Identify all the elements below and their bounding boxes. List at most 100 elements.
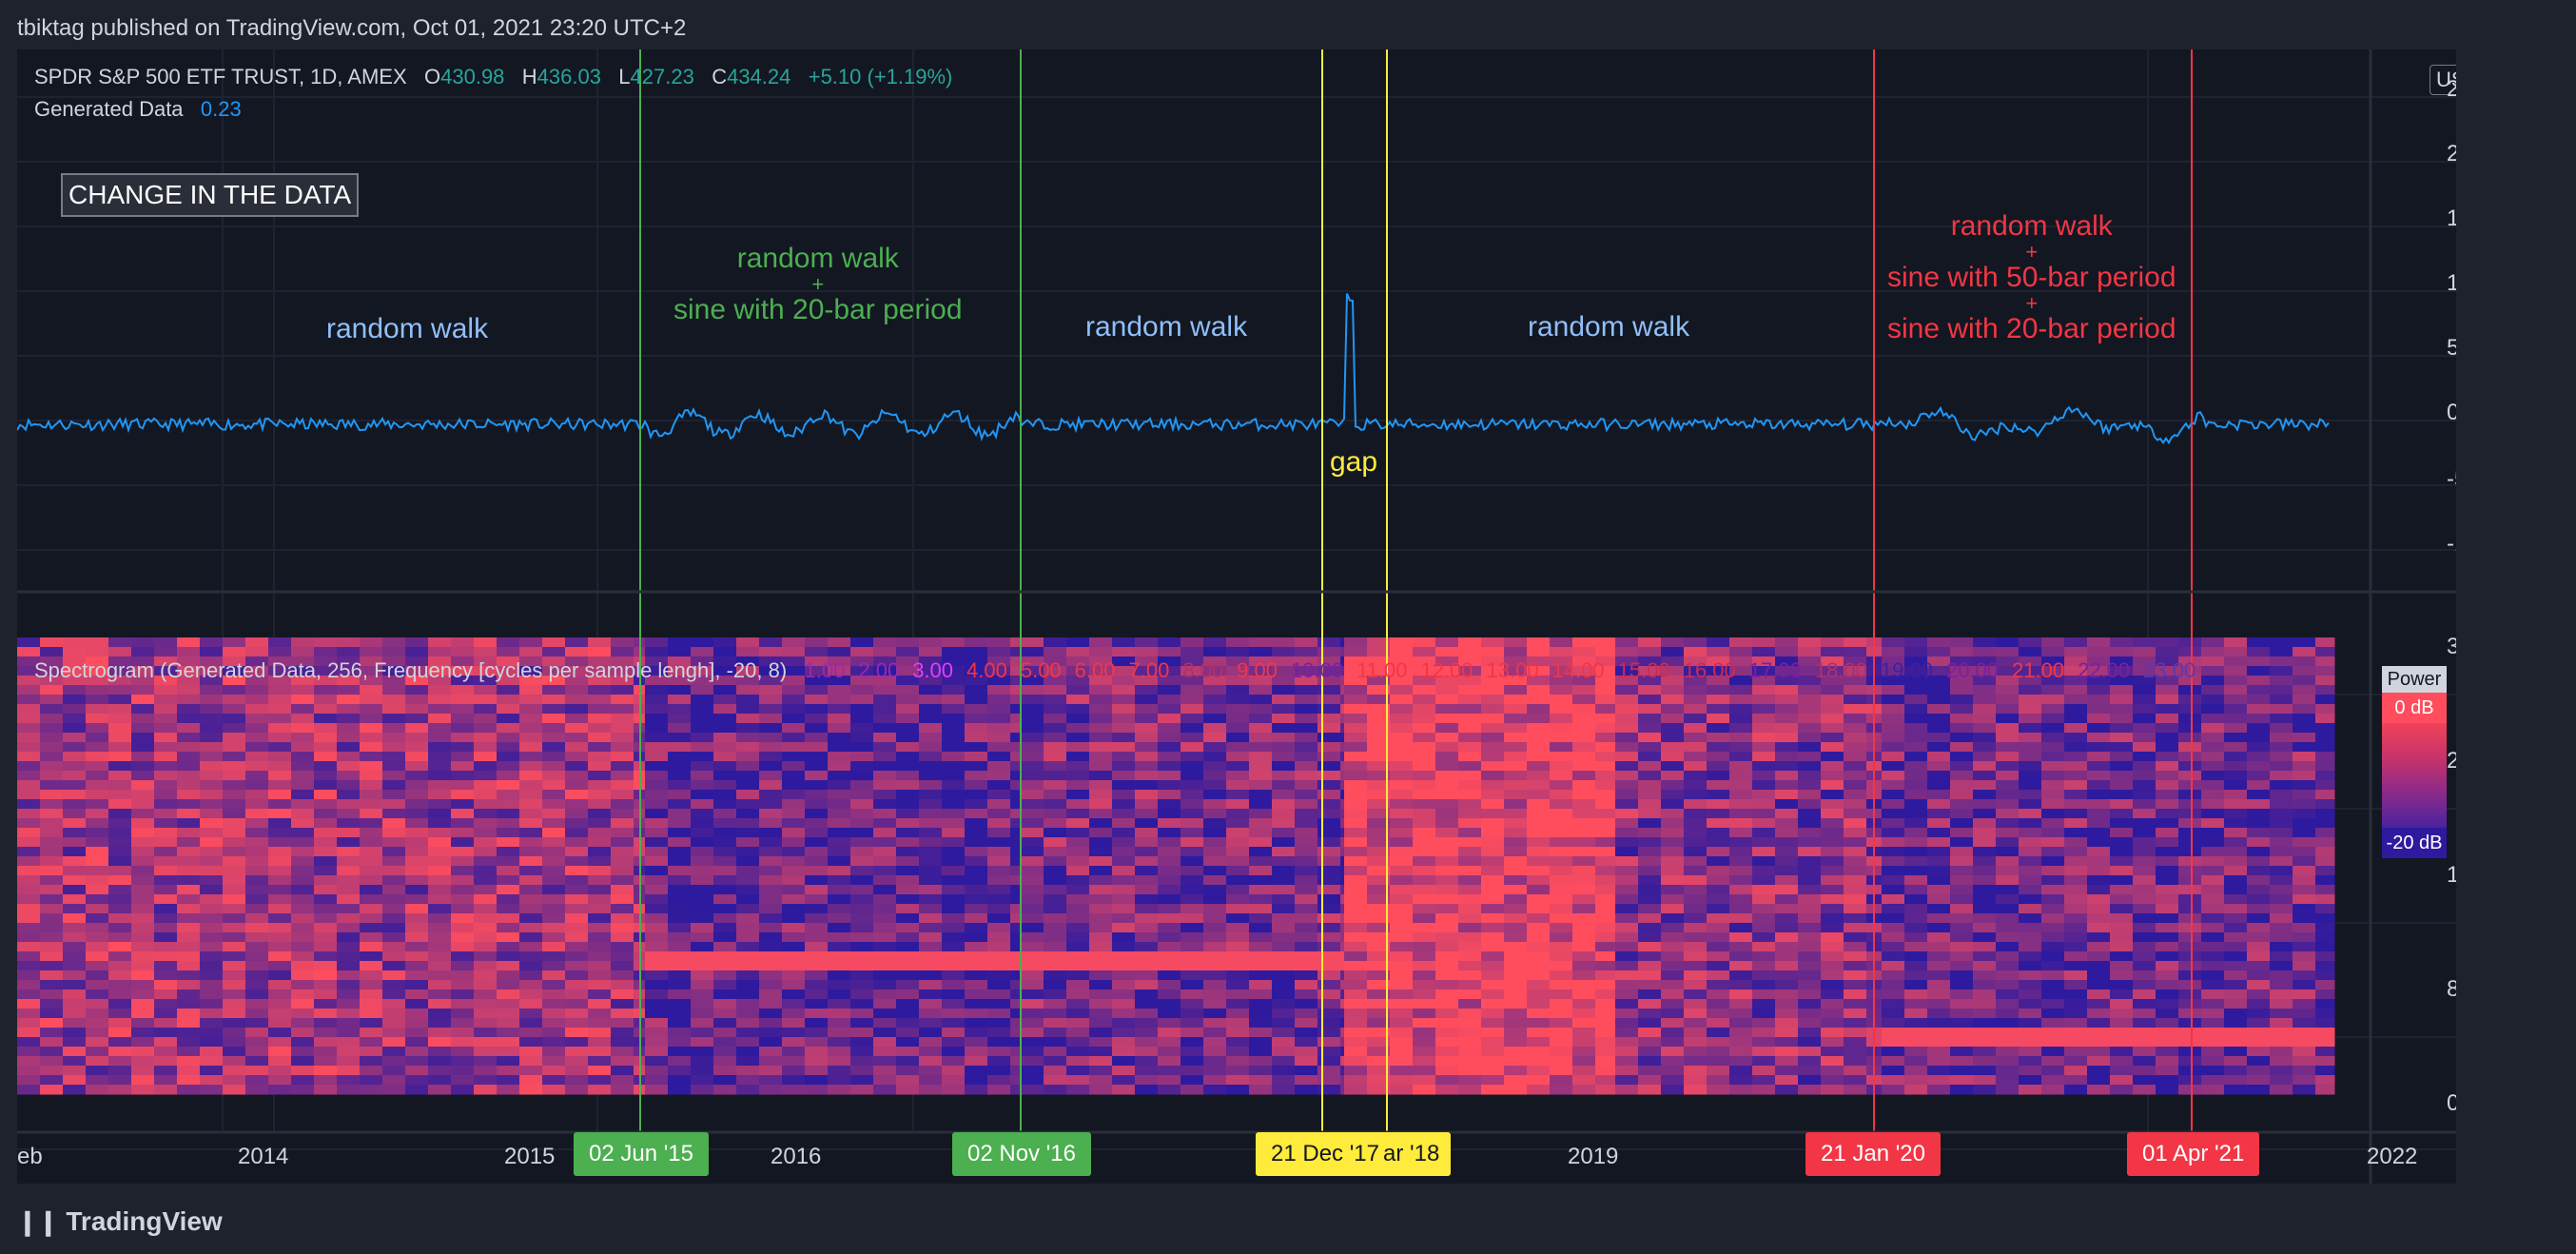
spectrogram-cell <box>1572 1085 1596 1095</box>
spectrogram-cell <box>1904 847 1928 857</box>
spectrogram-cell <box>1821 1066 1844 1076</box>
spectrogram-cell <box>2064 856 2088 867</box>
spectrogram-cell <box>1249 1066 1273 1076</box>
spectrogram-cell <box>1550 999 1573 1009</box>
spectrogram-cell <box>565 856 589 867</box>
spectrogram-cell <box>245 1047 269 1057</box>
spectrogram-cell <box>1775 695 1799 705</box>
spectrogram-cell <box>519 866 543 876</box>
spectrogram-cell <box>63 875 87 886</box>
spectrogram-cell <box>40 970 64 981</box>
spectrogram-cell <box>645 771 669 781</box>
spectrogram-cell <box>645 1085 669 1095</box>
spectrogram-cell <box>1904 695 1928 705</box>
spectrogram-cell <box>1044 818 1067 829</box>
spectrogram-cell <box>2156 951 2179 962</box>
spectrogram-cell <box>1996 837 2020 848</box>
spectrogram-cell <box>63 1047 87 1057</box>
spectrogram-cell <box>611 656 634 667</box>
spectrogram-cell <box>1135 1056 1159 1067</box>
spectrogram-cell <box>1615 1009 1639 1019</box>
spectrogram-cell <box>1203 847 1227 857</box>
spectrogram-cell <box>611 666 634 676</box>
spectrogram-cell <box>2270 1037 2293 1048</box>
spectrogram-cell <box>1904 809 1928 819</box>
spectrogram-cell <box>382 733 406 743</box>
spectrogram-cell <box>1021 1047 1044 1057</box>
spectrogram-cell <box>268 847 292 857</box>
spectrogram-cell <box>850 666 874 676</box>
spectrogram-cell <box>1344 961 1368 971</box>
spectrogram-cell <box>942 999 966 1009</box>
spectrogram-cell <box>713 961 737 971</box>
spectrogram-cell <box>1707 780 1730 791</box>
spectrogram-cell <box>2224 647 2248 657</box>
spectrogram-cell <box>713 989 737 1000</box>
spectrogram-cell <box>1684 714 1708 724</box>
spectrogram-cell <box>2110 761 2134 772</box>
spectrogram-cell <box>1112 704 1136 715</box>
spectrogram-cell <box>1181 942 1204 952</box>
spectrogram-cell <box>474 780 498 791</box>
spectrogram-cell <box>2019 932 2042 943</box>
spectrogram-cell <box>1973 875 1997 886</box>
spectrogram-cell <box>1798 685 1822 696</box>
spectrogram-cell <box>2178 1009 2202 1019</box>
spectrogram-cell <box>1950 790 1974 800</box>
spectrogram-cell <box>17 733 41 743</box>
spectrogram-cell <box>200 780 224 791</box>
spectrogram-cell <box>1752 647 1776 657</box>
spectrogram-cell <box>759 837 783 848</box>
spectrogram-cell <box>850 1085 874 1095</box>
spectrogram-cell <box>1066 647 1090 657</box>
spectrogram-cell <box>1707 847 1730 857</box>
spectrogram-cell <box>1249 932 1273 943</box>
spectrogram-cell <box>1882 913 1905 924</box>
spectrogram-cell <box>1272 818 1296 829</box>
spectrogram-cell <box>1435 809 1459 819</box>
spectrogram-cell <box>782 1066 806 1076</box>
spectrogram-cell <box>1684 904 1708 914</box>
spectrogram-cell <box>2178 980 2202 990</box>
spectrogram-cell <box>2224 1028 2248 1038</box>
spectrogram-cell <box>451 733 475 743</box>
spectrogram-cell <box>805 790 829 800</box>
chart-area[interactable]: SPDR S&P 500 ETF TRUST, 1D, AMEX O430.98… <box>17 49 2456 1184</box>
spectrogram-cell <box>405 951 429 962</box>
spectrogram-cell <box>268 999 292 1009</box>
spectrogram-cell <box>1226 961 1250 971</box>
spectrogram-cell <box>1135 961 1159 971</box>
chart-canvas[interactable] <box>17 49 2456 1184</box>
spectrogram-cell <box>1973 704 1997 715</box>
spectrogram-cell <box>1775 1047 1799 1057</box>
spectrogram-cell <box>1550 961 1573 971</box>
spectrogram-cell <box>1481 942 1505 952</box>
spectrogram-cell <box>519 780 543 791</box>
spectrogram-cell <box>850 1018 874 1029</box>
spectrogram-cell <box>1181 856 1204 867</box>
spectrogram-cell <box>108 999 132 1009</box>
spectrogram-cell <box>1344 904 1368 914</box>
spectrogram-cell <box>497 685 520 696</box>
spectrogram-cell <box>896 837 920 848</box>
spectrogram-cell <box>86 676 109 686</box>
spectrogram-cell <box>1044 733 1067 743</box>
spectrogram-cell <box>337 818 361 829</box>
spectrogram-cell <box>1481 704 1505 715</box>
spectrogram-cell <box>1089 723 1113 734</box>
spectrogram-cell <box>805 685 829 696</box>
spectrogram-cell <box>645 704 669 715</box>
spectrogram-cell <box>360 989 383 1000</box>
spectrogram-cell <box>1112 799 1136 810</box>
spectrogram-cell <box>736 894 760 905</box>
spectrogram-cell <box>645 951 669 962</box>
spectrogram-cell <box>942 647 966 657</box>
spectrogram-cell <box>405 1009 429 1019</box>
spectrogram-cell <box>177 752 201 762</box>
spectrogram-cell <box>314 837 338 848</box>
spectrogram-cell <box>17 866 41 876</box>
spectrogram-cell <box>2041 1085 2065 1095</box>
spectrogram-cell <box>2087 856 2111 867</box>
spectrogram-cell <box>1927 1047 1951 1057</box>
spectrogram-cell <box>1226 970 1250 981</box>
